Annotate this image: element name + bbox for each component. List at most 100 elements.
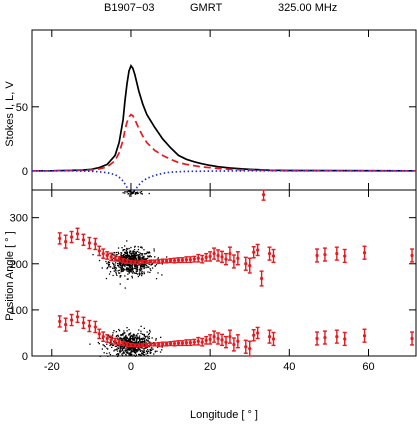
density-point (117, 355, 119, 358)
pa-point (410, 331, 415, 346)
density-point (124, 349, 126, 351)
pa-marker (137, 260, 141, 264)
pa-marker (200, 340, 204, 344)
density-point (137, 246, 139, 248)
pulsar-name: B1907−03 (104, 2, 155, 14)
density-point (115, 254, 118, 256)
density-point (130, 341, 132, 343)
density-point (120, 252, 122, 254)
density-point (127, 193, 129, 195)
density-point (118, 253, 120, 255)
density-point (124, 336, 126, 338)
density-point (134, 246, 136, 248)
density-point (146, 265, 148, 267)
density-point (124, 339, 126, 341)
pa-point (140, 342, 145, 348)
pa-marker (58, 236, 62, 241)
density-point (123, 345, 126, 347)
density-point (136, 273, 139, 275)
pa-marker (125, 342, 129, 347)
density-point (127, 264, 129, 266)
pa-marker (176, 258, 181, 262)
pa-point (152, 259, 157, 264)
density-point (131, 191, 133, 193)
density-point (133, 272, 135, 274)
pa-marker (87, 241, 92, 245)
pa-point (200, 254, 205, 264)
density-point (126, 267, 128, 269)
density-point (112, 344, 114, 347)
density-point (151, 263, 153, 265)
density-point (126, 268, 128, 271)
density-point (125, 344, 127, 346)
pa-marker (81, 238, 86, 242)
density-point (150, 348, 152, 351)
density-point (129, 337, 131, 339)
density-point (122, 250, 124, 252)
density-point (125, 336, 127, 338)
density-point (134, 192, 137, 194)
density-point (123, 255, 126, 257)
density-point (126, 270, 128, 272)
density-point (130, 340, 132, 342)
density-point (161, 346, 163, 348)
density-point (130, 268, 132, 270)
density-point (144, 258, 146, 261)
density-point (114, 345, 116, 347)
density-point (134, 355, 137, 357)
pa-point (196, 336, 201, 346)
density-point (166, 256, 168, 258)
density-point (144, 341, 146, 343)
density-point (138, 329, 140, 331)
density-point (157, 272, 159, 274)
pa-x-tick-label: 0 (128, 361, 134, 373)
density-point (137, 248, 140, 251)
pa-marker (267, 335, 272, 339)
stokes-i-line (32, 64, 417, 172)
density-point (135, 335, 137, 337)
pa-point (105, 334, 110, 343)
density-point (150, 347, 152, 349)
density-point (131, 277, 133, 279)
density-point (141, 347, 143, 349)
density-point (117, 334, 119, 336)
density-point (121, 355, 123, 357)
density-point (144, 346, 146, 348)
density-point (147, 346, 149, 348)
density-point (142, 256, 144, 258)
density-point (132, 250, 134, 252)
density-point (130, 270, 132, 272)
density-point (106, 266, 109, 269)
density-point (148, 346, 150, 348)
density-point (148, 335, 150, 338)
pa-point (259, 270, 264, 287)
density-point (140, 273, 142, 275)
pa-point (220, 250, 225, 264)
density-point (137, 192, 139, 194)
density-point (132, 254, 134, 257)
density-point (138, 254, 140, 256)
density-point (126, 337, 128, 339)
density-point (122, 254, 124, 257)
density-point (135, 252, 137, 255)
density-point (133, 248, 136, 251)
density-point (140, 330, 142, 332)
density-point (130, 264, 132, 267)
pa-point (117, 339, 122, 346)
pa-marker (145, 343, 149, 347)
pa-marker (137, 343, 141, 347)
density-point (128, 349, 130, 351)
density-point (139, 349, 141, 351)
density-point (103, 352, 105, 354)
density-point (138, 271, 141, 273)
density-point (149, 349, 152, 351)
density-point (141, 339, 144, 341)
density-point (135, 257, 137, 259)
density-point (144, 347, 146, 349)
density-point (136, 265, 138, 267)
density-point (147, 337, 149, 339)
density-point (117, 335, 120, 337)
density-point (127, 347, 129, 349)
pa-marker (256, 331, 260, 335)
density-point (146, 257, 149, 259)
